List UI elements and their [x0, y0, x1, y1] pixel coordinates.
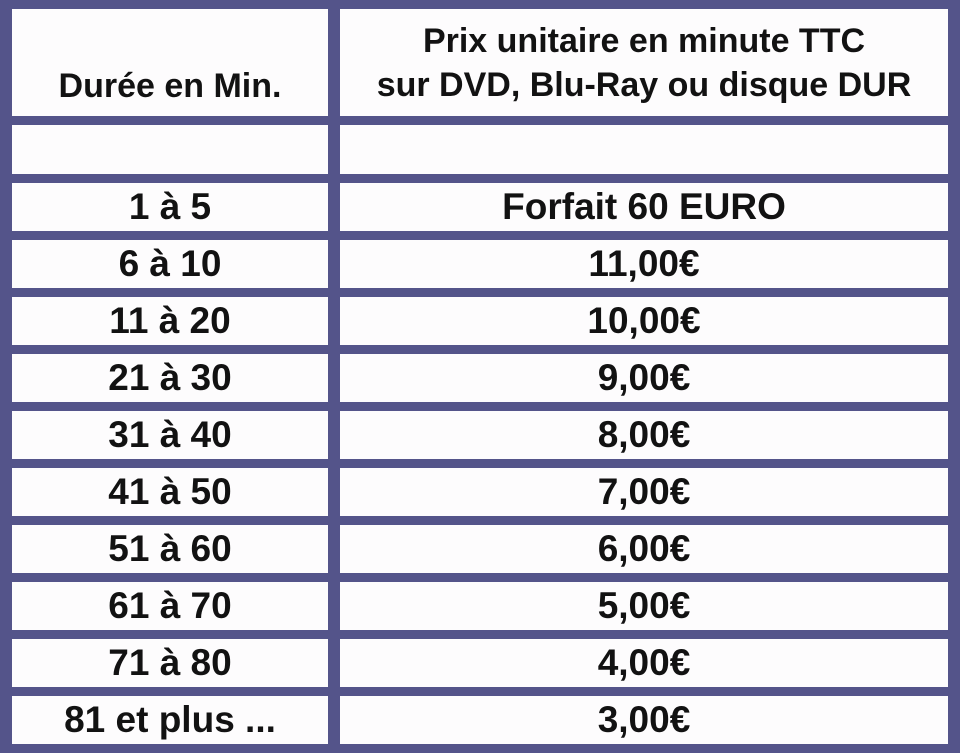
duration-column-header: Durée en Min.: [12, 9, 328, 116]
price-cell: 5,00€: [340, 582, 948, 630]
duration-cell: 21 à 30: [12, 354, 328, 402]
empty-duration-cell: [12, 125, 328, 174]
price-table-body: Durée en Min. Prix unitaire en minute TT…: [12, 9, 948, 744]
table-row: 1 à 5 Forfait 60 EURO: [12, 183, 948, 231]
duration-cell: 71 à 80: [12, 639, 328, 687]
empty-row: [12, 125, 948, 174]
price-column-header: Prix unitaire en minute TTC sur DVD, Blu…: [340, 9, 948, 116]
table-row: 71 à 80 4,00€: [12, 639, 948, 687]
price-cell: 7,00€: [340, 468, 948, 516]
table-row: 6 à 10 11,00€: [12, 240, 948, 288]
duration-cell: 6 à 10: [12, 240, 328, 288]
duration-cell: 31 à 40: [12, 411, 328, 459]
table-row: 41 à 50 7,00€: [12, 468, 948, 516]
table-row: 51 à 60 6,00€: [12, 525, 948, 573]
duration-cell: 61 à 70: [12, 582, 328, 630]
price-header-line2: sur DVD, Blu-Ray ou disque DUR: [376, 65, 912, 104]
table-row: 61 à 70 5,00€: [12, 582, 948, 630]
price-cell: 9,00€: [340, 354, 948, 402]
table-row: 31 à 40 8,00€: [12, 411, 948, 459]
price-cell: 3,00€: [340, 696, 948, 744]
price-cell: 6,00€: [340, 525, 948, 573]
table-row: 11 à 20 10,00€: [12, 297, 948, 345]
header-row: Durée en Min. Prix unitaire en minute TT…: [12, 9, 948, 116]
duration-cell: 11 à 20: [12, 297, 328, 345]
price-cell: Forfait 60 EURO: [340, 183, 948, 231]
duration-cell: 81 et plus ...: [12, 696, 328, 744]
price-cell: 10,00€: [340, 297, 948, 345]
duration-cell: 41 à 50: [12, 468, 328, 516]
empty-price-cell: [340, 125, 948, 174]
price-cell: 8,00€: [340, 411, 948, 459]
price-cell: 11,00€: [340, 240, 948, 288]
duration-cell: 51 à 60: [12, 525, 328, 573]
table-row: 21 à 30 9,00€: [12, 354, 948, 402]
duration-cell: 1 à 5: [12, 183, 328, 231]
price-header-line1: Prix unitaire en minute TTC: [422, 21, 866, 60]
table-row: 81 et plus ... 3,00€: [12, 696, 948, 744]
price-cell: 4,00€: [340, 639, 948, 687]
